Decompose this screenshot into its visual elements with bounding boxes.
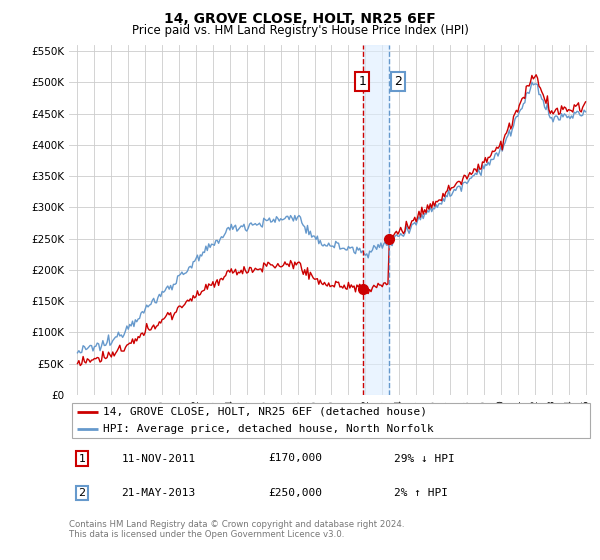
Text: £170,000: £170,000 xyxy=(269,454,323,464)
Text: 21-MAY-2013: 21-MAY-2013 xyxy=(121,488,196,498)
FancyBboxPatch shape xyxy=(71,403,590,438)
Text: 1: 1 xyxy=(358,75,366,88)
Text: 14, GROVE CLOSE, HOLT, NR25 6EF: 14, GROVE CLOSE, HOLT, NR25 6EF xyxy=(164,12,436,26)
Text: 14, GROVE CLOSE, HOLT, NR25 6EF (detached house): 14, GROVE CLOSE, HOLT, NR25 6EF (detache… xyxy=(103,407,427,417)
Bar xyxy=(363,45,389,395)
Text: 11-NOV-2011: 11-NOV-2011 xyxy=(121,454,196,464)
Text: 2: 2 xyxy=(79,488,86,498)
Text: Contains HM Land Registry data © Crown copyright and database right 2024.
This d: Contains HM Land Registry data © Crown c… xyxy=(69,520,404,539)
Text: £250,000: £250,000 xyxy=(269,488,323,498)
Text: 2: 2 xyxy=(394,75,402,88)
Text: 1: 1 xyxy=(79,454,86,464)
Text: Price paid vs. HM Land Registry's House Price Index (HPI): Price paid vs. HM Land Registry's House … xyxy=(131,24,469,36)
Text: 29% ↓ HPI: 29% ↓ HPI xyxy=(395,454,455,464)
Text: 2% ↑ HPI: 2% ↑ HPI xyxy=(395,488,449,498)
Text: HPI: Average price, detached house, North Norfolk: HPI: Average price, detached house, Nort… xyxy=(103,424,434,435)
